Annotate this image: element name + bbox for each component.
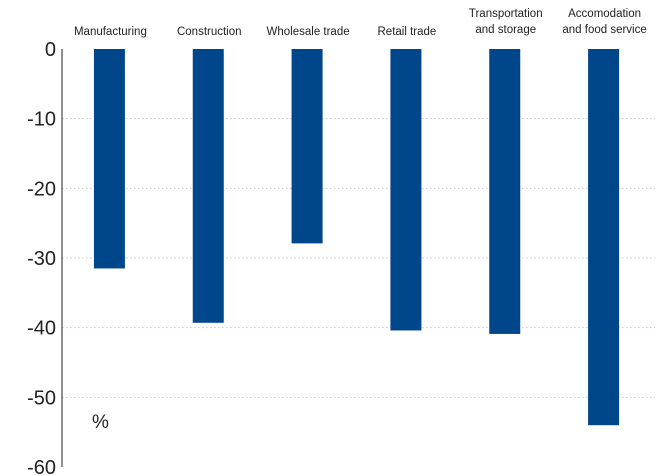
y-tick-label: -20 [27, 178, 56, 200]
category-label: Transportation [469, 8, 543, 20]
bars [93, 49, 620, 426]
category-label: Retail trade [378, 26, 437, 38]
y-tick-label: -40 [27, 318, 56, 340]
y-tick-label: -10 [27, 109, 56, 131]
category-label: and food service [562, 24, 646, 36]
y-tick-label: -60 [27, 457, 56, 476]
y-tick-label: 0 [45, 39, 56, 61]
bar [291, 49, 323, 244]
category-label: Manufacturing [74, 26, 147, 38]
category-labels: Manufacturing Construction Wholesale trade… [74, 8, 647, 38]
category-label: and storage [475, 24, 536, 36]
category-label: Accomodation [568, 8, 641, 20]
y-tick-label: -50 [27, 387, 56, 409]
category-label: Wholesale trade [267, 26, 350, 38]
y-axis-tick-labels: 0 -10 -20 -30 -40 -50 -60 [27, 39, 56, 476]
bar [588, 49, 620, 426]
category-label: Construction [177, 26, 242, 38]
y-tick-label: -30 [27, 248, 56, 270]
bar [390, 49, 422, 331]
bar [93, 49, 125, 269]
bar [192, 49, 224, 323]
gridlines [62, 118, 655, 398]
bar [489, 49, 521, 334]
unit-label: % [92, 412, 109, 433]
